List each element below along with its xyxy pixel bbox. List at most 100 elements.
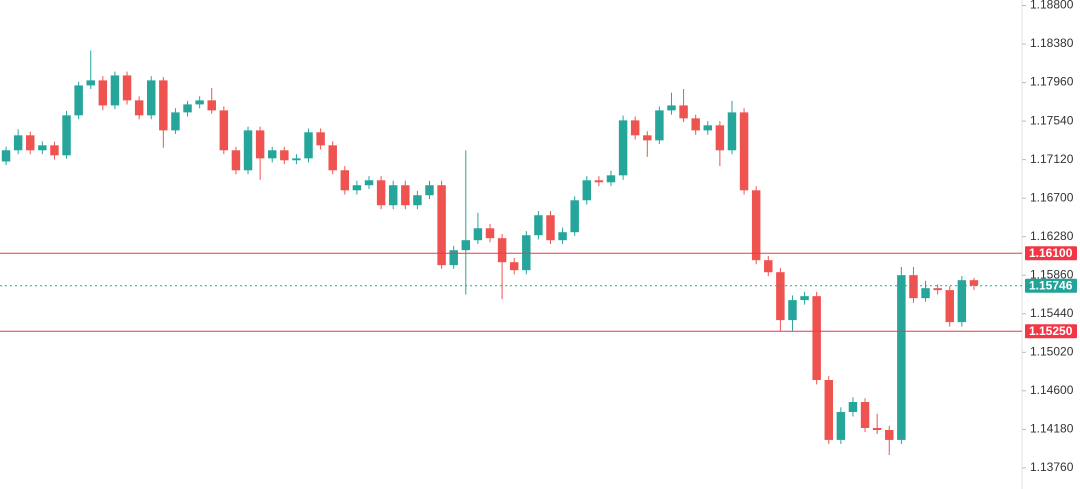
candle-body	[860, 402, 870, 428]
candle-body	[497, 238, 507, 263]
candle-body	[836, 412, 846, 440]
candle-body	[401, 185, 410, 206]
candle-body	[764, 260, 773, 273]
candle-body	[703, 125, 713, 131]
candle-body	[219, 110, 229, 151]
level-badge	[1025, 324, 1077, 339]
candle-body	[885, 430, 894, 440]
candle-body	[134, 100, 144, 116]
candle-body	[449, 250, 458, 266]
candle-body	[606, 175, 616, 183]
y-tick-label: 1.15860	[1030, 267, 1074, 281]
candle-body	[848, 402, 858, 413]
candle-body	[255, 130, 265, 159]
level-label: 1.15746	[1029, 278, 1073, 292]
candle-body	[800, 296, 809, 301]
candle-body	[159, 80, 168, 131]
candle-body	[655, 110, 664, 141]
candle-body	[74, 85, 83, 116]
candle-body	[618, 120, 628, 176]
candle-body	[340, 170, 350, 191]
y-tick-label: 1.18800	[1030, 0, 1074, 12]
candle-body	[243, 130, 253, 171]
y-tick-label: 1.18380	[1030, 36, 1074, 50]
candle-body	[897, 275, 906, 440]
candle-body	[534, 215, 543, 236]
candle-body	[679, 105, 688, 119]
candle-body	[643, 135, 652, 141]
candle-body	[872, 427, 882, 431]
candle-body	[38, 145, 47, 151]
candle-body	[26, 135, 35, 151]
candle-body	[98, 80, 108, 106]
level-badge	[1025, 278, 1077, 293]
candle-body	[292, 158, 301, 161]
candle-body	[425, 185, 434, 196]
candle-body	[207, 100, 216, 111]
candle-body	[776, 272, 785, 321]
candle-body	[364, 180, 374, 186]
candle-body	[280, 150, 289, 161]
candle-body	[13, 135, 23, 151]
candle-body	[50, 145, 59, 156]
candle-body	[824, 380, 833, 440]
level-label: 1.15250	[1029, 324, 1073, 338]
candle-body	[509, 262, 519, 271]
candle-body	[86, 80, 95, 86]
candle-body	[812, 296, 821, 381]
candle-body	[231, 150, 241, 171]
candle-body	[110, 75, 120, 106]
candle-body	[630, 120, 640, 136]
candle-body	[388, 185, 398, 206]
y-tick-label: 1.14600	[1030, 383, 1074, 397]
candle-body	[921, 288, 930, 299]
candle-body	[933, 288, 942, 291]
candle-body	[570, 200, 579, 233]
candle-body	[461, 240, 471, 251]
candle-body	[328, 145, 337, 171]
candle-body	[171, 112, 180, 131]
candle-body	[751, 190, 761, 261]
candle-body	[909, 275, 918, 299]
candle-body	[183, 104, 192, 113]
candle-body	[195, 100, 204, 105]
candle-body	[352, 185, 362, 191]
y-tick-label: 1.16700	[1030, 190, 1074, 204]
y-tick-label: 1.13760	[1030, 460, 1074, 474]
candle-body	[667, 105, 676, 111]
candle-body	[62, 115, 71, 156]
candle-body	[522, 235, 531, 271]
candle-body	[788, 300, 797, 321]
candle-body	[304, 132, 313, 159]
candle-body	[437, 185, 446, 266]
candle-body	[945, 290, 954, 323]
candle-body	[715, 125, 725, 151]
candle-body	[485, 228, 495, 239]
level-label: 1.16100	[1029, 246, 1073, 260]
candle-body	[969, 280, 979, 286]
candle-body	[316, 132, 325, 146]
candle-body	[727, 112, 737, 151]
level-badge	[1025, 246, 1077, 261]
candle-body	[957, 280, 967, 323]
candle-body	[413, 195, 422, 206]
candle-body	[267, 150, 277, 159]
candle-body	[147, 80, 156, 116]
y-tick-label: 1.15020	[1030, 344, 1074, 358]
y-tick-label: 1.16280	[1030, 229, 1074, 243]
candle-body	[691, 118, 700, 131]
candle-body	[122, 75, 132, 101]
y-tick-label: 1.17120	[1030, 152, 1074, 166]
y-tick-label: 1.14180	[1030, 422, 1074, 436]
candle-body	[1, 150, 11, 162]
y-tick-label: 1.15440	[1030, 306, 1074, 320]
candle-body	[546, 215, 555, 241]
candle-body	[473, 228, 483, 241]
candle-body	[376, 180, 386, 206]
candle-body	[558, 232, 567, 241]
candle-body	[594, 180, 604, 183]
candle-body	[739, 112, 749, 191]
y-tick-label: 1.17960	[1030, 75, 1074, 89]
candle-body	[582, 180, 592, 201]
